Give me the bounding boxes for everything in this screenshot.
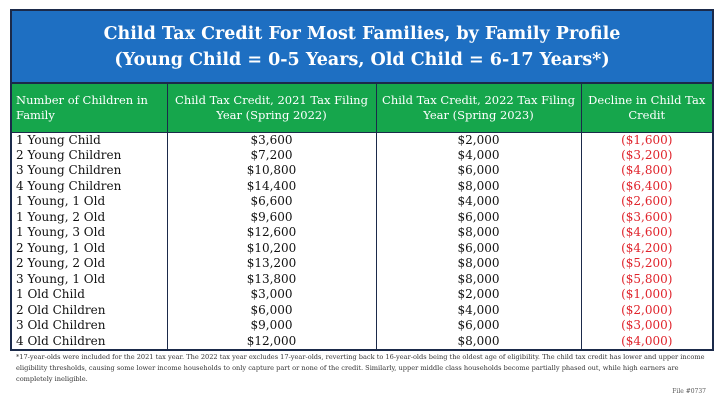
credit-2021-cell: $12,000 [167, 333, 377, 349]
children-cell: 3 Young Children [12, 163, 168, 179]
credit-2022-cell: $6,000 [376, 240, 582, 256]
table-row: 3 Young, 1 Old $13,800 $8,000 ($5,800) [12, 271, 712, 287]
table-row: 2 Young, 2 Old $13,200 $8,000 ($5,200) [12, 256, 712, 272]
credit-2022-cell: $8,000 [376, 178, 582, 194]
children-cell: 3 Old Children [12, 318, 168, 334]
children-cell: 2 Young Children [12, 147, 168, 163]
decline-cell: ($3,600) [621, 209, 673, 224]
file-label: File #0737 [672, 388, 706, 395]
table-row: 3 Old Children $9,000 $6,000 ($3,000) [12, 318, 712, 334]
credit-2022-cell: $4,000 [376, 147, 582, 163]
children-cell: 2 Old Children [12, 302, 168, 318]
decline-cell: ($2,000) [621, 302, 673, 317]
credit-2021-cell: $10,800 [167, 163, 377, 179]
credit-2022-cell: $4,000 [376, 194, 582, 210]
credit-2022-cell: $6,000 [376, 163, 582, 179]
children-cell: 4 Old Children [12, 333, 168, 349]
credit-2021-cell: $6,600 [167, 194, 377, 210]
credit-2021-cell: $13,800 [167, 271, 377, 287]
footnote: *17-year-olds were included for the 2021… [16, 353, 705, 383]
credit-2021-cell: $10,200 [167, 240, 377, 256]
credit-2022-cell: $2,000 [376, 287, 582, 303]
children-cell: 3 Young, 1 Old [12, 271, 168, 287]
credit-2021-cell: $14,400 [167, 178, 377, 194]
title-line-2: (Young Child = 0-5 Years, Old Child = 6-… [114, 50, 610, 70]
decline-cell: ($5,200) [621, 256, 673, 271]
tax-credit-table-container: Child Tax Credit For Most Families, by F… [10, 9, 714, 351]
credit-2022-cell: $6,000 [376, 318, 582, 334]
credit-2022-cell: $8,000 [376, 225, 582, 241]
header-row: Number of Children in Family Child Tax C… [12, 84, 712, 133]
children-cell: 1 Old Child [12, 287, 168, 303]
header-2022-credit: Child Tax Credit, 2022 Tax Filing Year (… [376, 84, 582, 133]
decline-cell: ($4,000) [621, 333, 673, 348]
decline-cell: ($6,400) [621, 178, 673, 193]
credit-2021-cell: $9,600 [167, 209, 377, 225]
table-row: 4 Old Children $12,000 $8,000 ($4,000) [12, 333, 712, 349]
decline-cell: ($4,200) [621, 240, 673, 255]
decline-cell: ($3,000) [621, 318, 673, 333]
table-row: 1 Young, 1 Old $6,600 $4,000 ($2,600) [12, 194, 712, 210]
table-row: 2 Old Children $6,000 $4,000 ($2,000) [12, 302, 712, 318]
children-cell: 1 Young, 3 Old [12, 225, 168, 241]
decline-cell: ($1,600) [621, 132, 673, 147]
tax-credit-table: Number of Children in Family Child Tax C… [12, 84, 712, 349]
header-decline: Decline in Child Tax Credit [581, 84, 712, 133]
credit-2022-cell: $8,000 [376, 333, 582, 349]
decline-cell: ($4,600) [621, 225, 673, 240]
table-title: Child Tax Credit For Most Families, by F… [12, 11, 712, 84]
table-row: 1 Young, 2 Old $9,600 $6,000 ($3,600) [12, 209, 712, 225]
title-line-1: Child Tax Credit For Most Families, by F… [103, 24, 621, 44]
table-row: 1 Young, 3 Old $12,600 $8,000 ($4,600) [12, 225, 712, 241]
credit-2022-cell: $2,000 [376, 132, 582, 148]
children-cell: 1 Young, 2 Old [12, 209, 168, 225]
table-row: 2 Young, 1 Old $10,200 $6,000 ($4,200) [12, 240, 712, 256]
credit-2021-cell: $6,000 [167, 302, 377, 318]
credit-2021-cell: $7,200 [167, 147, 377, 163]
credit-2021-cell: $9,000 [167, 318, 377, 334]
table-row: 3 Young Children $10,800 $6,000 ($4,800) [12, 163, 712, 179]
header-children: Number of Children in Family [12, 84, 168, 133]
credit-2022-cell: $8,000 [376, 256, 582, 272]
children-cell: 4 Young Children [12, 178, 168, 194]
decline-cell: ($5,800) [621, 271, 673, 286]
credit-2022-cell: $4,000 [376, 302, 582, 318]
children-cell: 1 Young Child [12, 132, 168, 148]
children-cell: 1 Young, 1 Old [12, 194, 168, 210]
credit-2021-cell: $3,600 [167, 132, 377, 148]
decline-cell: ($4,800) [621, 163, 673, 178]
credit-2021-cell: $3,000 [167, 287, 377, 303]
decline-cell: ($2,600) [621, 194, 673, 209]
table-row: 4 Young Children $14,400 $8,000 ($6,400) [12, 178, 712, 194]
credit-2021-cell: $12,600 [167, 225, 377, 241]
table-row: 1 Young Child $3,600 $2,000 ($1,600) [12, 132, 712, 148]
children-cell: 2 Young, 2 Old [12, 256, 168, 272]
decline-cell: ($3,200) [621, 147, 673, 162]
credit-2021-cell: $13,200 [167, 256, 377, 272]
decline-cell: ($1,000) [621, 287, 673, 302]
header-2021-credit: Child Tax Credit, 2021 Tax Filing Year (… [167, 84, 377, 133]
children-cell: 2 Young, 1 Old [12, 240, 168, 256]
credit-2022-cell: $6,000 [376, 209, 582, 225]
credit-2022-cell: $8,000 [376, 271, 582, 287]
table-row: 1 Old Child $3,000 $2,000 ($1,000) [12, 287, 712, 303]
table-row: 2 Young Children $7,200 $4,000 ($3,200) [12, 147, 712, 163]
